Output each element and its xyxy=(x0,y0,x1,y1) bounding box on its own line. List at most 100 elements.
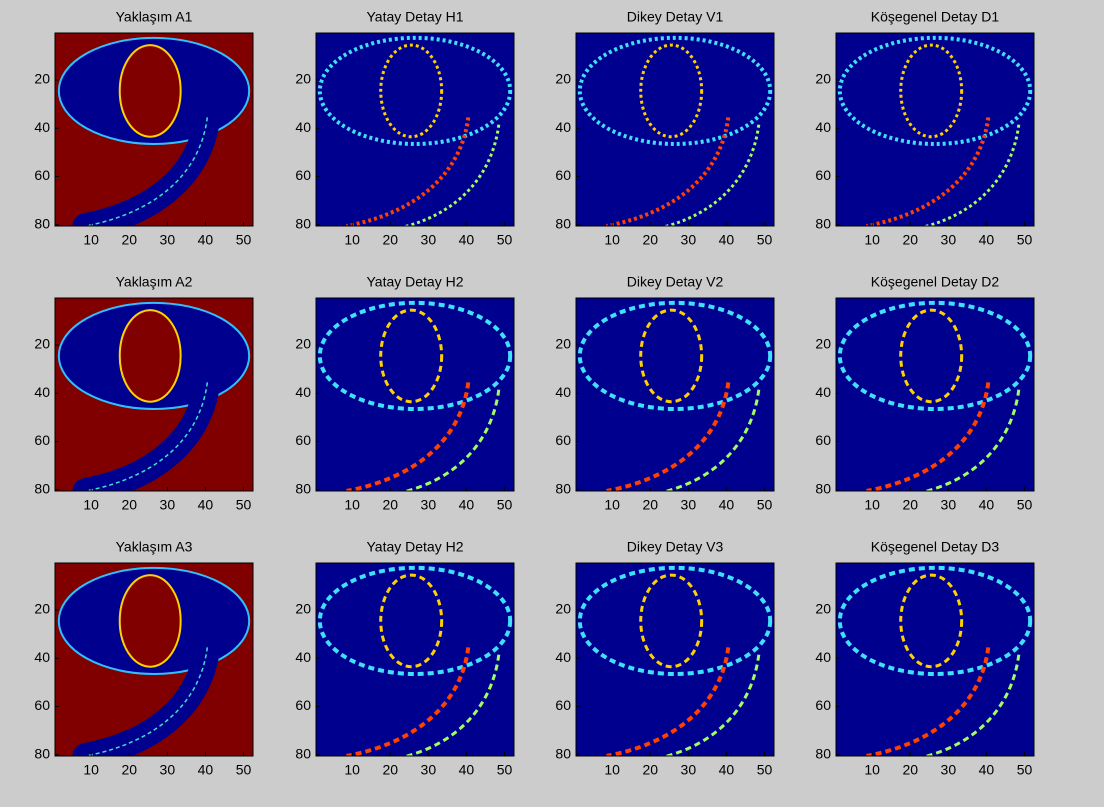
y-tick-label: 80 xyxy=(295,215,311,231)
x-tick-label: 10 xyxy=(864,762,880,778)
x-tick-label: 20 xyxy=(642,497,658,513)
image-bg xyxy=(836,563,1034,756)
y-tick-label: 60 xyxy=(555,697,571,713)
x-tick-label: 30 xyxy=(160,497,176,513)
x-tick-label: 50 xyxy=(236,232,252,248)
page: Yaklaşım A1 10 20 30 40 50 20 40 60 80 Yatay Detay… xyxy=(0,0,1104,807)
image-bg xyxy=(576,563,774,756)
x-tick-label: 40 xyxy=(198,762,214,778)
y-tick-label: 60 xyxy=(555,432,571,448)
x-tick-label: 50 xyxy=(757,232,773,248)
x-tick-label: 10 xyxy=(604,497,620,513)
subplot-title: Köşegenel Detay D2 xyxy=(871,274,1000,290)
y-tick-label: 60 xyxy=(815,432,831,448)
y-tick-label: 80 xyxy=(555,480,571,496)
image-content xyxy=(836,298,1034,496)
y-tick-label: 40 xyxy=(295,649,311,665)
y-tick-label: 80 xyxy=(555,215,571,231)
x-tick-label: 30 xyxy=(681,232,697,248)
y-tick-label: 60 xyxy=(295,697,311,713)
x-tick-label: 10 xyxy=(83,232,99,248)
y-tick-label: 80 xyxy=(34,745,50,761)
subplot-title: Yatay Detay H1 xyxy=(366,9,463,25)
x-tick-label: 40 xyxy=(979,762,995,778)
y-tick-label: 20 xyxy=(555,336,571,352)
subplot-title: Yaklaşım A2 xyxy=(116,274,193,290)
x-tick-label: 20 xyxy=(902,232,918,248)
subplot-title: Yaklaşım A3 xyxy=(116,539,193,555)
x-tick-label: 40 xyxy=(719,497,735,513)
image-bg xyxy=(836,33,1034,226)
x-tick-label: 40 xyxy=(719,762,735,778)
x-tick-label: 30 xyxy=(681,762,697,778)
x-tick-label: 30 xyxy=(941,232,957,248)
y-tick-label: 60 xyxy=(34,167,50,183)
y-tick-label: 20 xyxy=(555,71,571,87)
x-tick-label: 30 xyxy=(160,762,176,778)
y-tick-label: 80 xyxy=(815,215,831,231)
y-tick-label: 20 xyxy=(815,336,831,352)
y-tick-label: 60 xyxy=(34,697,50,713)
y-tick-label: 40 xyxy=(34,119,50,135)
x-tick-label: 30 xyxy=(941,497,957,513)
y-tick-label: 20 xyxy=(295,601,311,617)
x-tick-label: 10 xyxy=(864,497,880,513)
y-tick-label: 60 xyxy=(295,167,311,183)
subplot-title: Yatay Detay H2 xyxy=(366,274,463,290)
x-tick-label: 50 xyxy=(497,497,513,513)
x-tick-label: 30 xyxy=(941,762,957,778)
x-tick-label: 30 xyxy=(681,497,697,513)
x-tick-label: 10 xyxy=(344,497,360,513)
x-tick-label: 30 xyxy=(160,232,176,248)
image-content xyxy=(55,563,253,756)
x-tick-label: 10 xyxy=(864,232,880,248)
figure: Yaklaşım A1 10 20 30 40 50 20 40 60 80 Yatay Detay… xyxy=(0,0,1104,807)
x-tick-label: 20 xyxy=(121,497,137,513)
y-tick-label: 40 xyxy=(295,119,311,135)
image-content xyxy=(55,298,253,491)
y-tick-label: 60 xyxy=(555,167,571,183)
x-tick-label: 20 xyxy=(902,497,918,513)
subplot-title: Dikey Detay V1 xyxy=(627,9,724,25)
x-tick-label: 50 xyxy=(236,762,252,778)
subplot-title: Köşegenel Detay D3 xyxy=(871,539,1000,555)
y-tick-label: 20 xyxy=(295,71,311,87)
x-tick-label: 50 xyxy=(1017,232,1033,248)
subplot-title: Yaklaşım A1 xyxy=(116,9,193,25)
image-content xyxy=(576,33,774,231)
loop-inner xyxy=(120,310,181,402)
y-tick-label: 80 xyxy=(815,480,831,496)
image-content xyxy=(316,563,514,761)
image-content xyxy=(55,33,253,226)
x-tick-label: 10 xyxy=(83,497,99,513)
y-tick-label: 40 xyxy=(555,119,571,135)
x-tick-label: 10 xyxy=(604,762,620,778)
image-content xyxy=(576,563,774,761)
y-tick-label: 80 xyxy=(295,480,311,496)
x-tick-label: 20 xyxy=(382,232,398,248)
x-tick-label: 50 xyxy=(757,497,773,513)
subplot-title: Dikey Detay V2 xyxy=(627,274,724,290)
subplot-title: Yatay Detay H2 xyxy=(366,539,463,555)
y-tick-label: 20 xyxy=(34,71,50,87)
y-tick-label: 40 xyxy=(34,649,50,665)
y-tick-label: 20 xyxy=(815,71,831,87)
image-bg xyxy=(576,33,774,226)
x-tick-label: 10 xyxy=(83,762,99,778)
x-tick-label: 20 xyxy=(642,762,658,778)
x-tick-label: 30 xyxy=(421,232,437,248)
image-content xyxy=(316,298,514,496)
x-tick-label: 50 xyxy=(757,762,773,778)
x-tick-label: 20 xyxy=(121,232,137,248)
x-tick-label: 50 xyxy=(497,232,513,248)
x-tick-label: 20 xyxy=(382,497,398,513)
y-tick-label: 40 xyxy=(295,384,311,400)
x-tick-label: 20 xyxy=(382,762,398,778)
subplot-title: Köşegenel Detay D1 xyxy=(871,9,1000,25)
image-content xyxy=(836,563,1034,761)
y-tick-label: 40 xyxy=(815,384,831,400)
y-tick-label: 60 xyxy=(295,432,311,448)
subplot-title: Dikey Detay V3 xyxy=(627,539,724,555)
image-bg xyxy=(316,563,514,756)
y-tick-label: 20 xyxy=(34,336,50,352)
